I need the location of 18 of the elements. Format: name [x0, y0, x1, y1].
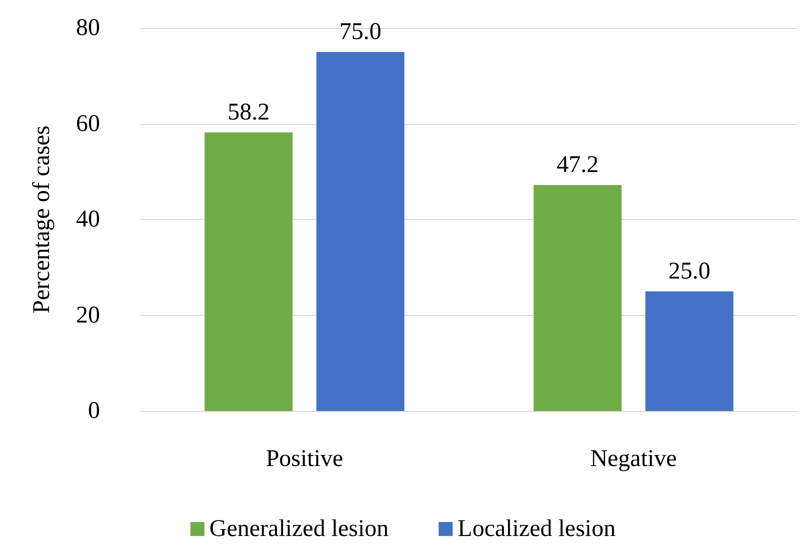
y-tick-label: 0	[88, 398, 100, 424]
bar	[204, 132, 293, 411]
y-tick-label: 60	[76, 110, 100, 137]
x-tick-label: Negative	[590, 446, 677, 472]
data-label: 47.2	[556, 152, 599, 178]
y-tick-label: 80	[76, 15, 100, 41]
legend-label: Localized lesion	[458, 516, 616, 542]
data-label: 25.0	[668, 258, 710, 284]
y-tick-label: 20	[76, 302, 100, 328]
data-label: 58.2	[228, 99, 270, 126]
data-label: 75.0	[339, 18, 382, 45]
legend-label: Generalized lesion	[209, 516, 389, 542]
bar	[316, 52, 404, 411]
bar	[534, 185, 622, 411]
y-axis-title: Percentage of cases	[29, 126, 55, 314]
y-tick-label: 40	[76, 206, 100, 232]
bar	[645, 291, 734, 411]
x-tick-label: Positive	[266, 446, 344, 472]
